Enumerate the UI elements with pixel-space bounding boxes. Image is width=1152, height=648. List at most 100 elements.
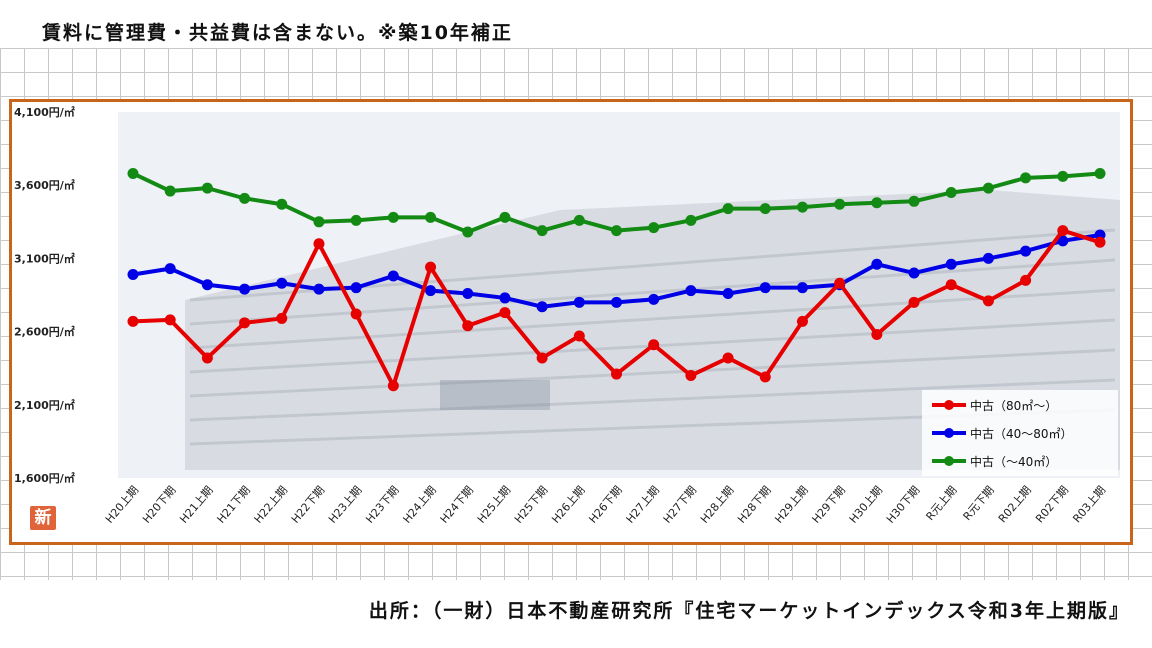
source-text: 出所：（一財）日本不動産研究所『住宅マーケットインデックス令和3年上期版』 xyxy=(368,600,1130,622)
data-point xyxy=(648,339,660,351)
data-point xyxy=(201,279,213,291)
data-point xyxy=(425,285,437,297)
data-point xyxy=(164,185,176,197)
building-floor-line xyxy=(189,288,1116,350)
legend-marker xyxy=(944,456,954,466)
data-point xyxy=(276,277,288,289)
x-tick-label: R元上期 xyxy=(923,484,959,524)
x-tick-label: H25下期 xyxy=(512,484,550,526)
data-point xyxy=(127,315,139,327)
building-floor-line xyxy=(189,378,1116,422)
building-floor-line xyxy=(189,258,1116,326)
x-tick-label: H24上期 xyxy=(400,484,438,526)
data-point xyxy=(164,314,176,326)
data-point xyxy=(834,198,846,210)
data-point xyxy=(1094,167,1106,179)
x-tick-label: H22下期 xyxy=(289,484,327,526)
data-point xyxy=(350,214,362,226)
data-point xyxy=(313,216,325,228)
building-floor-line xyxy=(189,348,1116,398)
data-point xyxy=(201,182,213,194)
data-point xyxy=(313,238,325,250)
x-tick-label: R03上期 xyxy=(1070,484,1108,526)
data-point xyxy=(1020,274,1032,286)
x-tick-label: H26上期 xyxy=(549,484,587,526)
new-badge-icon: 新 xyxy=(30,506,56,530)
header-band xyxy=(0,0,1152,48)
footer-band xyxy=(0,580,1152,648)
data-point xyxy=(908,296,920,308)
data-point xyxy=(239,283,251,295)
y-tick-label: 4,100円/㎡ xyxy=(14,105,75,119)
data-point xyxy=(164,263,176,275)
x-tick-label: H27下期 xyxy=(661,484,699,526)
x-tick-label: H20上期 xyxy=(103,484,141,526)
data-point xyxy=(127,167,139,179)
data-point xyxy=(759,203,771,215)
data-point xyxy=(945,187,957,199)
y-tick-label: 2,100円/㎡ xyxy=(14,398,75,412)
x-tick-label: R02下期 xyxy=(1033,484,1071,526)
data-point xyxy=(759,371,771,383)
x-tick-label: H21下期 xyxy=(214,484,252,526)
data-point xyxy=(648,293,660,305)
data-point xyxy=(387,270,399,282)
data-point xyxy=(387,380,399,392)
y-tick-label: 2,600円/㎡ xyxy=(14,325,75,339)
data-point xyxy=(796,315,808,327)
data-point xyxy=(573,214,585,226)
data-point xyxy=(871,329,883,341)
data-point xyxy=(1020,172,1032,184)
data-point xyxy=(759,282,771,294)
data-point xyxy=(945,279,957,291)
data-point xyxy=(276,312,288,324)
note-text: 賃料に管理費・共益費は含まない。※築10年補正 xyxy=(42,22,513,44)
data-point xyxy=(982,252,994,264)
data-point xyxy=(611,368,622,380)
data-point xyxy=(201,352,213,364)
x-tick-label: R元下期 xyxy=(961,484,997,524)
x-tick-label: H23上期 xyxy=(326,484,364,526)
legend-label: 中古（40～80㎡） xyxy=(970,426,1073,441)
legend-marker xyxy=(944,400,954,410)
data-point xyxy=(945,258,957,270)
data-point xyxy=(387,211,399,223)
data-point xyxy=(908,195,920,207)
data-point xyxy=(722,352,734,364)
data-point xyxy=(350,308,362,320)
legend-label: 中古（80㎡～） xyxy=(970,398,1057,413)
data-point xyxy=(834,277,846,289)
y-tick-label: 1,600円/㎡ xyxy=(14,471,75,485)
y-tick-label: 3,100円/㎡ xyxy=(14,251,75,265)
data-point xyxy=(722,203,734,215)
legend: 中古（80㎡～） 中古（40～80㎡） 中古（～40㎡） xyxy=(922,390,1118,476)
data-point xyxy=(127,269,139,281)
legend-label: 中古（～40㎡） xyxy=(970,454,1057,469)
x-tick-label: H24下期 xyxy=(438,484,476,526)
x-tick-label: H30下期 xyxy=(884,484,922,526)
x-tick-label: H28上期 xyxy=(698,484,736,526)
legend-marker xyxy=(944,428,954,438)
data-point xyxy=(871,258,883,270)
x-tick-label: H23下期 xyxy=(363,484,401,526)
data-point xyxy=(611,296,622,308)
x-tick-label: H30上期 xyxy=(847,484,885,526)
building-sign xyxy=(440,380,550,410)
x-tick-label: H20下期 xyxy=(140,484,178,526)
data-point xyxy=(796,282,808,294)
y-tick-label: 3,600円/㎡ xyxy=(14,178,75,192)
x-tick-label: H28下期 xyxy=(735,484,773,526)
x-tick-label: H21上期 xyxy=(177,484,215,526)
data-point xyxy=(536,225,548,237)
data-point xyxy=(982,182,994,194)
data-point xyxy=(1057,235,1069,247)
data-point xyxy=(908,267,920,279)
data-point xyxy=(536,352,548,364)
data-point xyxy=(425,211,437,223)
data-point xyxy=(685,370,697,382)
x-tick-label: H27上期 xyxy=(624,484,662,526)
data-point xyxy=(462,320,474,332)
x-tick-label: R02上期 xyxy=(996,484,1034,526)
data-point xyxy=(1057,170,1069,182)
